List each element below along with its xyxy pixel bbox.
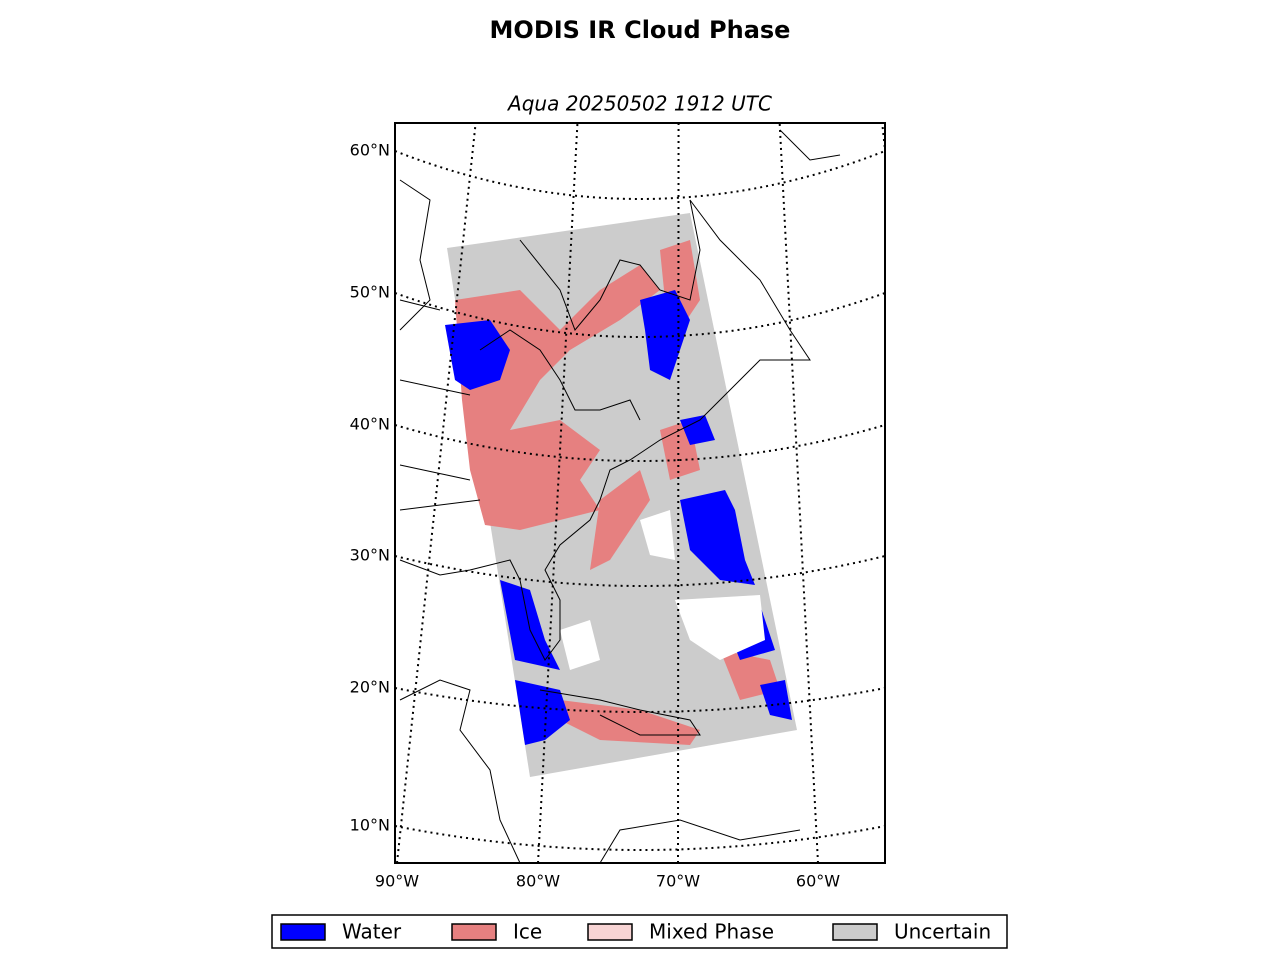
legend-label: Ice	[513, 920, 542, 944]
meridian	[778, 123, 819, 863]
subtitle: Aqua 20250502 1912 UTC	[506, 92, 772, 116]
longitude-label: 60°W	[796, 872, 840, 891]
title: MODIS IR Cloud Phase	[490, 16, 791, 44]
legend-label: Mixed Phase	[649, 920, 774, 944]
legend-label: Water	[342, 920, 402, 944]
axis-labels: 60°N 50°N 40°N 30°N 20°N 10°N 90°W 80°W 70°W 60°W	[350, 141, 841, 891]
latitude-label: 20°N	[350, 678, 390, 697]
latitude-label: 60°N	[350, 141, 390, 160]
parallel	[395, 424, 885, 462]
latitude-label: 40°N	[350, 415, 390, 434]
longitude-label: 70°W	[656, 872, 700, 891]
meridian	[537, 123, 579, 863]
coastlines	[399, 129, 841, 863]
latitude-label: 30°N	[350, 546, 390, 565]
legend-swatch	[587, 923, 633, 941]
legend-entries: Water Ice Mixed Phase Uncertain	[280, 920, 991, 944]
map-frame	[394, 122, 886, 864]
parallel	[395, 825, 885, 851]
latitude-label: 10°N	[350, 816, 390, 835]
legend-swatch	[280, 923, 326, 941]
parallel	[395, 555, 885, 587]
graticule	[395, 123, 885, 863]
parallel	[395, 150, 885, 200]
longitude-label: 90°W	[375, 872, 419, 891]
legend	[271, 914, 1008, 949]
clear-areas	[560, 510, 765, 670]
latitude-label: 50°N	[350, 283, 390, 302]
legend-label: Uncertain	[894, 920, 991, 944]
map	[395, 123, 885, 863]
legend-swatch	[832, 923, 878, 941]
longitude-label: 80°W	[516, 872, 560, 891]
legend-swatch	[451, 923, 497, 941]
parallel	[395, 687, 885, 713]
